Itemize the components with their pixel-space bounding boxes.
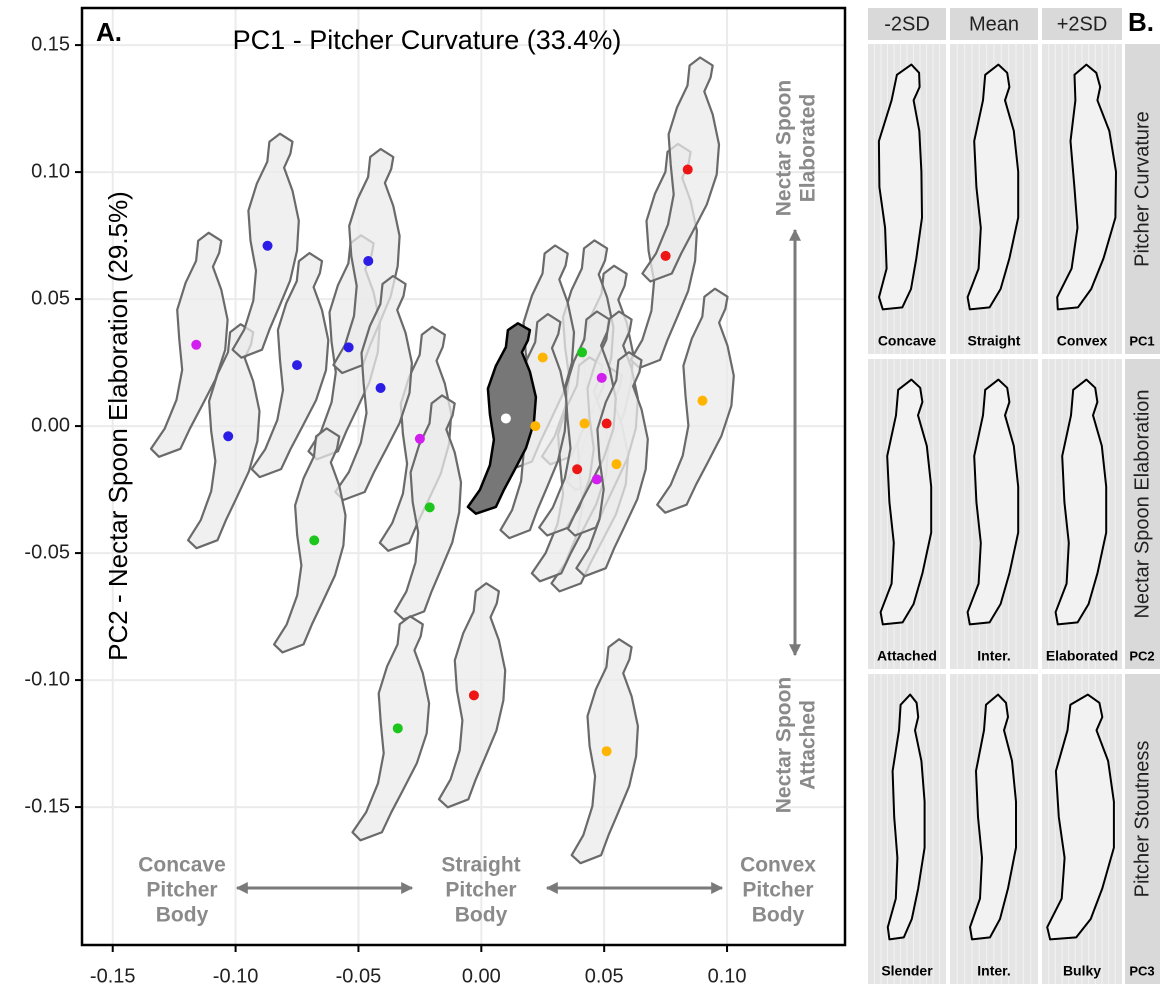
annotation: Attached bbox=[797, 700, 820, 790]
x-tick-label: -0.15 bbox=[90, 965, 136, 987]
y-tick-label: 0.15 bbox=[31, 33, 70, 55]
plot-frame bbox=[80, 6, 847, 947]
point bbox=[601, 746, 612, 757]
column-header-bg bbox=[950, 8, 1038, 40]
row-code: PC2 bbox=[1129, 648, 1154, 663]
specimen-outline bbox=[334, 274, 413, 502]
annotation: Straight bbox=[441, 854, 520, 877]
shape-outline bbox=[1054, 378, 1108, 626]
point bbox=[660, 250, 671, 261]
row-title: Nectar Spoon Elaboration bbox=[1131, 389, 1153, 618]
shape-outline bbox=[1046, 693, 1115, 941]
point bbox=[697, 395, 708, 406]
point bbox=[577, 347, 588, 358]
column-header-bg bbox=[868, 8, 946, 40]
strip-bg bbox=[1125, 674, 1160, 984]
row-title: Pitcher Curvature bbox=[1131, 111, 1153, 267]
point bbox=[363, 255, 374, 266]
annotation: Body bbox=[752, 904, 805, 927]
cell-label: Straight bbox=[968, 333, 1021, 349]
panel-label: B. bbox=[1128, 7, 1154, 37]
point bbox=[414, 433, 425, 444]
point bbox=[424, 502, 435, 513]
point bbox=[579, 418, 590, 429]
cell-label: Inter. bbox=[977, 648, 1010, 664]
column-header: -2SD bbox=[884, 13, 930, 35]
cell-label: Attached bbox=[877, 648, 937, 664]
y-tick-label: 0.10 bbox=[31, 160, 70, 182]
x-tick-label: -0.10 bbox=[213, 965, 259, 987]
specimen-outline bbox=[641, 56, 721, 283]
strip-bg bbox=[1125, 359, 1160, 669]
cell-label: Elaborated bbox=[1046, 648, 1118, 664]
point bbox=[392, 723, 403, 734]
point bbox=[292, 360, 303, 371]
point bbox=[309, 535, 320, 546]
cell-label: Bulky bbox=[1063, 963, 1101, 979]
y-axis-label: PC2 - Nectar Spoon Elaboration (29.5%) bbox=[103, 191, 133, 661]
annotation: Pitcher bbox=[445, 879, 516, 902]
x-tick-label: -0.05 bbox=[336, 965, 382, 987]
column-header-bg bbox=[1042, 8, 1122, 40]
shape-outline bbox=[1056, 63, 1117, 311]
annotation: Concave bbox=[138, 854, 226, 877]
point bbox=[262, 240, 273, 251]
specimen-outline bbox=[656, 287, 735, 514]
plot-background bbox=[82, 8, 845, 945]
shape-outline bbox=[877, 63, 923, 311]
y-tick-label: -0.15 bbox=[24, 795, 70, 817]
specimen-outline bbox=[250, 252, 330, 479]
point bbox=[223, 431, 234, 442]
y-tick-label: 0.00 bbox=[31, 414, 70, 436]
point bbox=[682, 164, 693, 175]
strip-bg bbox=[1125, 44, 1160, 354]
annotation: Body bbox=[455, 904, 508, 927]
point bbox=[596, 372, 607, 383]
shape-outline bbox=[886, 693, 926, 941]
specimen-outline bbox=[351, 615, 431, 842]
shape-outline bbox=[969, 693, 1017, 941]
point bbox=[375, 382, 386, 393]
shape-outline bbox=[879, 378, 933, 626]
y-tick-label: -0.05 bbox=[24, 541, 70, 563]
row-title: Pitcher Stoutness bbox=[1131, 741, 1153, 898]
point bbox=[530, 421, 541, 432]
point bbox=[468, 690, 479, 701]
cell-label: Convex bbox=[1057, 333, 1108, 349]
y-tick-label: -0.10 bbox=[24, 668, 70, 690]
panel-label: A. bbox=[96, 17, 122, 47]
shape-outline bbox=[966, 378, 1020, 626]
point bbox=[591, 474, 602, 485]
row-code: PC1 bbox=[1129, 333, 1154, 348]
specimen-outline bbox=[538, 310, 617, 537]
shape-outline bbox=[966, 63, 1020, 311]
cell-label: Concave bbox=[878, 333, 937, 349]
annotation: Convex bbox=[740, 854, 816, 877]
annotation: Nectar Spoon bbox=[773, 80, 796, 217]
row-code: PC3 bbox=[1129, 963, 1154, 978]
cell-label: Inter. bbox=[977, 963, 1010, 979]
specimen-outline bbox=[149, 231, 229, 458]
annotation: Pitcher bbox=[146, 879, 217, 902]
point bbox=[500, 413, 511, 424]
annotation: Body bbox=[156, 904, 209, 927]
point bbox=[572, 464, 583, 475]
cell-label: Slender bbox=[881, 963, 933, 979]
point bbox=[537, 352, 548, 363]
column-header: +2SD bbox=[1057, 13, 1108, 35]
y-tick-label: 0.05 bbox=[31, 287, 70, 309]
point bbox=[601, 418, 612, 429]
annotation: Elaborated bbox=[797, 94, 820, 203]
x-tick-label: 0.05 bbox=[585, 965, 624, 987]
point bbox=[343, 342, 354, 353]
annotation: Nectar Spoon bbox=[773, 677, 796, 814]
annotation: Pitcher bbox=[742, 879, 813, 902]
point bbox=[611, 459, 622, 470]
x-tick-label: 0.10 bbox=[708, 965, 747, 987]
x-tick-label: 0.00 bbox=[462, 965, 501, 987]
column-header: Mean bbox=[969, 13, 1019, 35]
point bbox=[191, 339, 202, 350]
chart-title: PC1 - Pitcher Curvature (33.4%) bbox=[233, 25, 622, 55]
